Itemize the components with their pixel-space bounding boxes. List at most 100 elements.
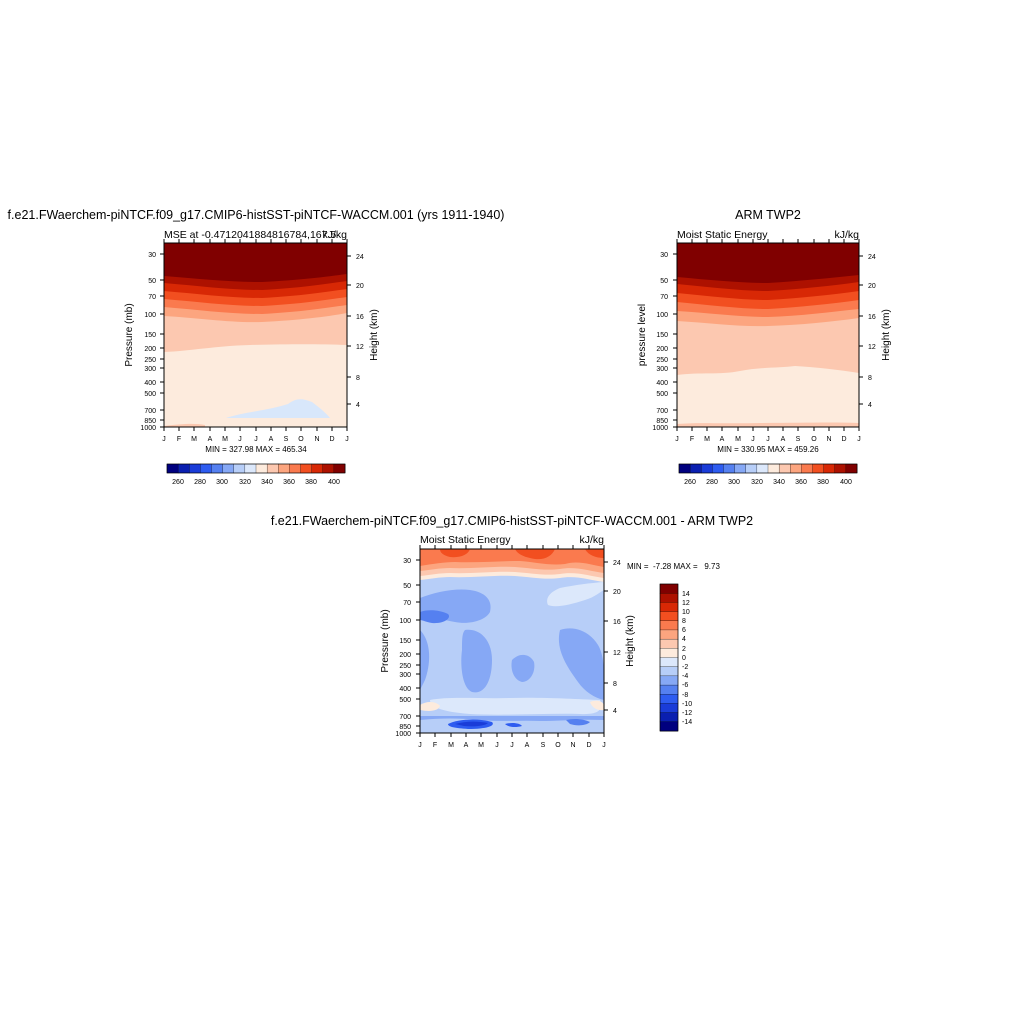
colorbar-swatch [189, 463, 201, 474]
colorbar-label: 6 [682, 627, 686, 634]
colorbar-swatch [801, 463, 813, 474]
y-tick-label: 700 [144, 408, 156, 415]
colorbar-label: 380 [305, 479, 317, 486]
y-tick-label: 200 [144, 346, 156, 353]
y-axis-pressure: 30 50 70 100 150 200 250 300 400 500 700… [380, 558, 420, 738]
x-tick-label: N [314, 436, 319, 443]
y-tick-label: 150 [144, 332, 156, 339]
min-max-text: MIN = -7.28 MAX = 9.73 [627, 562, 720, 571]
colorbar-swatch [834, 463, 847, 474]
colorbar-label: 8 [682, 618, 686, 625]
y-tick-label: 200 [656, 346, 668, 353]
y-tick-label: 4 [868, 402, 872, 409]
y-axis-pressure: 30 50 70 100 150 200 250 300 400 500 700… [124, 252, 164, 432]
y-tick-label: 400 [656, 380, 668, 387]
colorbar-label: 360 [795, 479, 807, 486]
y-tick-label: 1000 [395, 731, 411, 738]
y-tick-label: 700 [399, 714, 411, 721]
colorbar-swatch [659, 620, 679, 631]
colorbar-label: 340 [261, 479, 273, 486]
panel-observations: ARM TWP2 Moist Static Energy kJ/kg J F M… [637, 208, 892, 486]
colorbar-label: -4 [682, 673, 688, 680]
panel-title: ARM TWP2 [735, 208, 801, 222]
x-tick-label: F [433, 742, 437, 749]
colorbar-swatch [659, 712, 679, 723]
y-tick-label: 24 [868, 254, 876, 261]
x-axis: J F M A M J J A S O N D J [418, 545, 606, 749]
y-tick-label: 24 [613, 560, 621, 567]
x-tick-label: J [602, 742, 606, 749]
y-axis-pressure: 30 50 70 100 150 200 250 300 400 500 700… [637, 252, 677, 432]
panel-difference: f.e21.FWaerchem-piNTCF.f09_g17.CMIP6-his… [271, 514, 753, 749]
colorbar-label: 0 [682, 655, 686, 662]
colorbar-swatch [322, 463, 335, 474]
colorbar-swatch [166, 463, 179, 474]
y-tick-label: 30 [660, 252, 668, 259]
y-tick-label: 500 [144, 391, 156, 398]
colorbar-swatch [266, 463, 279, 474]
colorbar-swatch [767, 463, 780, 474]
y-tick-label: 50 [660, 278, 668, 285]
y-tick-label: 1000 [140, 425, 156, 432]
colorbar-label: 10 [682, 609, 690, 616]
colorbar: 260 280 300 320 340 360 380 400 [166, 463, 346, 486]
colorbar-swatch [823, 463, 836, 474]
x-tick-label: J [345, 436, 349, 443]
colorbar-swatch [659, 583, 679, 594]
y-tick-label: 70 [403, 600, 411, 607]
y-axis-title-right: Height (km) [625, 615, 636, 667]
colorbar-swatch [659, 648, 679, 658]
panel-unit-label: kJ/kg [579, 534, 604, 546]
x-tick-label: J [857, 436, 861, 443]
colorbar-label: 260 [684, 479, 696, 486]
y-tick-label: 70 [148, 294, 156, 301]
colorbar-swatch [745, 463, 758, 474]
y-axis-title: Pressure (mb) [380, 609, 391, 672]
colorbar-swatch [659, 611, 679, 622]
x-tick-label: O [298, 436, 304, 443]
colorbar-swatch [659, 602, 679, 613]
colorbar-swatch [222, 463, 235, 474]
x-tick-label: J [254, 436, 258, 443]
y-tick-label: 50 [403, 583, 411, 590]
colorbar-label: 340 [773, 479, 785, 486]
x-tick-label: F [177, 436, 181, 443]
colorbar-swatch [812, 463, 825, 474]
colorbar-label: 360 [283, 479, 295, 486]
x-tick-label: S [284, 436, 289, 443]
y-tick-label: 8 [613, 681, 617, 688]
x-tick-label: M [191, 436, 197, 443]
colorbar-swatch [678, 463, 691, 474]
colorbar-label: 2 [682, 646, 686, 653]
colorbar-swatch [177, 463, 190, 474]
y-tick-label: 500 [399, 697, 411, 704]
colorbar-swatch [659, 638, 679, 649]
x-axis: J F M A M J J A S O N D J [162, 239, 349, 443]
x-tick-label: J [495, 742, 499, 749]
colorbar-label: 280 [194, 479, 206, 486]
colorbar-swatch [289, 463, 301, 474]
colorbar: 14 12 10 8 6 4 2 0 -2 -4 -6 -8 -10 -12 -… [659, 583, 692, 732]
contour-field [164, 243, 347, 427]
y-tick-label: 12 [868, 344, 876, 351]
x-tick-label: M [735, 436, 741, 443]
colorbar-swatch [723, 463, 736, 474]
contour-field [677, 243, 859, 427]
colorbar-label: 300 [216, 479, 228, 486]
x-tick-label: J [751, 436, 755, 443]
x-tick-label: J [675, 436, 679, 443]
colorbar-swatch [659, 629, 679, 640]
y-axis-height: 4 8 12 16 20 24 Height (km) [859, 254, 892, 409]
y-axis-title-right: Height (km) [881, 309, 892, 361]
panel-left-label: Moist Static Energy [677, 229, 768, 241]
y-tick-label: 250 [144, 357, 156, 364]
x-tick-label: N [826, 436, 831, 443]
y-axis-title-right: Height (km) [369, 309, 380, 361]
colorbar-swatch [659, 593, 679, 603]
colorbar-swatch [734, 463, 747, 474]
y-tick-label: 700 [656, 408, 668, 415]
colorbar-label: 280 [706, 479, 718, 486]
y-tick-label: 200 [399, 652, 411, 659]
x-tick-label: A [208, 436, 213, 443]
